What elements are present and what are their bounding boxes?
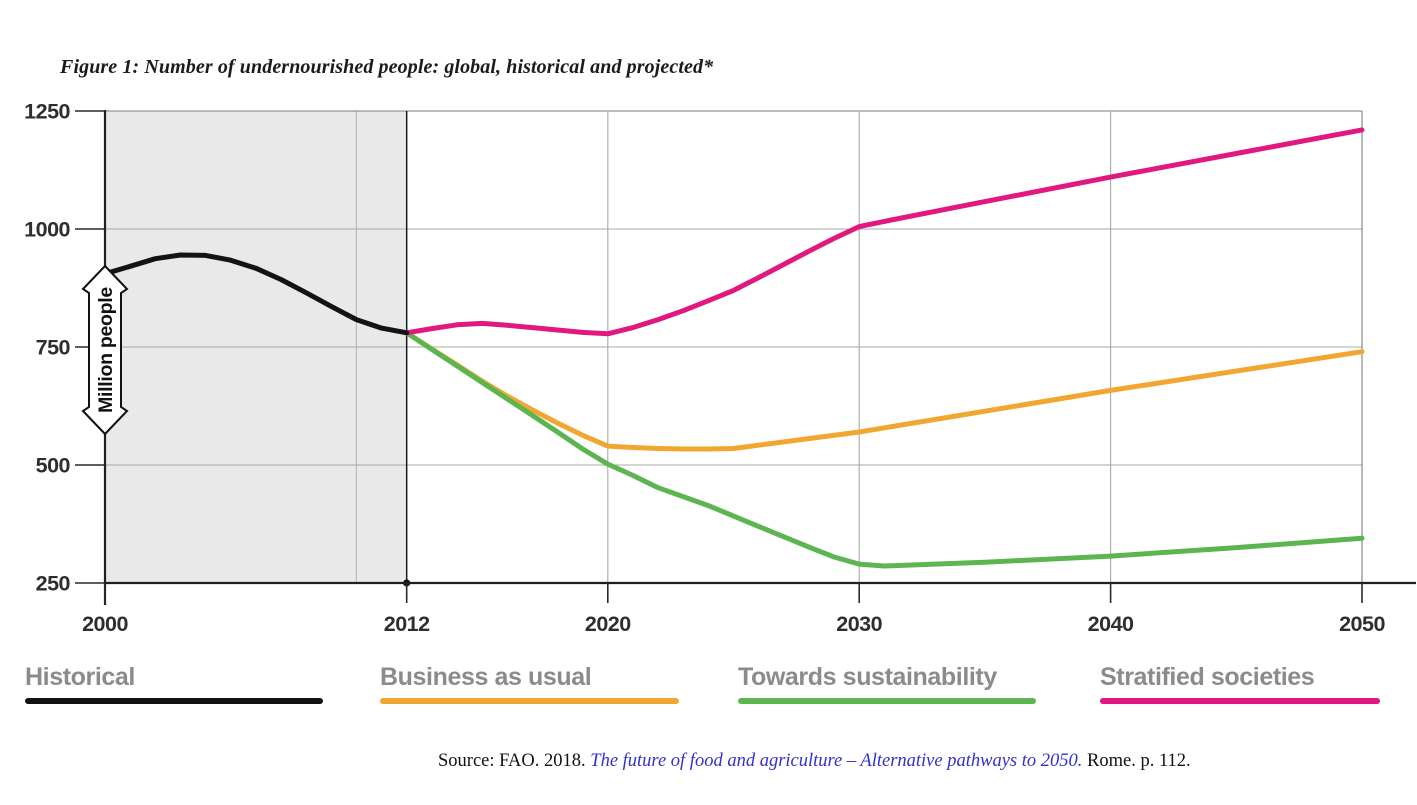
chart-legend: Historical Business as usual Towards sus… [0,663,1417,713]
legend-item-towards-sustainability: Towards sustainability [738,663,1036,704]
undernourishment-line-chart: 250 500 750 1000 1250 2000 2012 2020 2030 2040 205… [24,100,1416,636]
x-tick-label-2040: 2040 [1088,612,1134,636]
series-line-stratified-societies [404,127,1365,337]
legend-item-historical: Historical [25,663,323,704]
legend-label-towards-sustainability: Towards sustainability [738,663,997,691]
legend-item-business-as-usual: Business as usual [380,663,679,704]
y-tick-label-1000: 1000 [24,218,70,242]
series-line-historical [102,252,410,336]
series-line-towards-sustainability [404,330,1365,569]
y-tick-label-500: 500 [36,454,71,478]
x-tick-label-2020: 2020 [585,612,631,636]
legend-label-stratified-societies: Stratified societies [1100,663,1315,691]
x-tick-label-2012: 2012 [384,612,430,636]
legend-label-business-as-usual: Business as usual [380,663,592,691]
x-tick-label-2000: 2000 [82,612,128,636]
x-tick-label-2030: 2030 [836,612,882,636]
y-tick-label-750: 750 [36,336,71,360]
source-citation: Source: FAO. 2018. The future of food an… [438,751,1191,772]
legend-swatch-historical [25,698,323,704]
y-axis-label: Million people [95,287,117,413]
x-tick-label-2050: 2050 [1339,612,1385,636]
y-axis-label-banner [81,264,129,436]
legend-swatch-towards-sustainability [738,698,1036,704]
figure-title: Figure 1: Number of undernourished peopl… [60,56,714,78]
source-suffix: Rome. p. 112. [1082,751,1191,771]
series-line-business-as-usual [404,330,1365,452]
legend-swatch-business-as-usual [380,698,679,704]
legend-swatch-stratified-societies [1100,698,1380,704]
y-tick-label-1250: 1250 [24,100,70,124]
legend-item-stratified-societies: Stratified societies [1100,663,1380,704]
y-tick-label-250: 250 [36,572,71,596]
source-prefix: Source: FAO. 2018. [438,751,591,771]
source-publication-link[interactable]: The future of food and agriculture – Alt… [590,751,1083,771]
legend-label-historical: Historical [25,663,135,691]
